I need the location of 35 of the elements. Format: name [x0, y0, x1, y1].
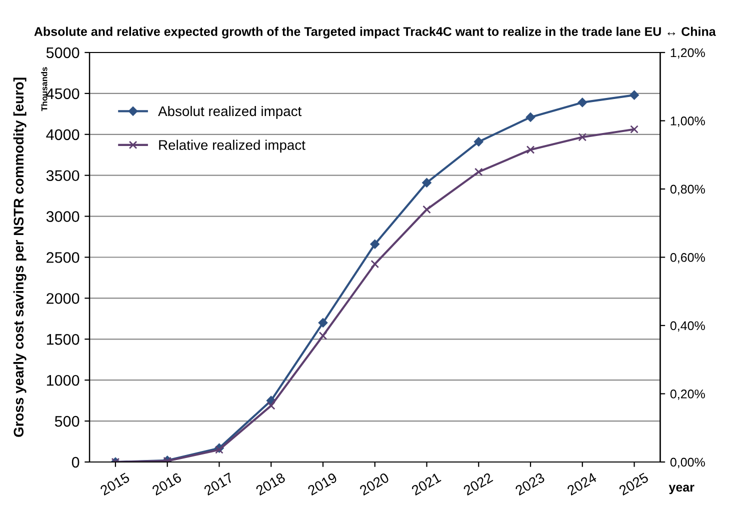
legend-label: Absolut realized impact: [158, 106, 302, 119]
y2-tick-label: 1,00%: [670, 116, 705, 127]
y-tick-label: 3000: [46, 211, 80, 222]
text: Thousands: [41, 67, 48, 112]
x-tick-label: 2021: [410, 472, 442, 496]
y-tick-label: 1500: [46, 334, 80, 345]
x-tick-label: 2017: [203, 472, 234, 496]
y2-tick-label: 1,20%: [670, 48, 705, 59]
x-tick-label: 2015: [100, 472, 130, 496]
y-tick-label: 2500: [46, 252, 80, 263]
legend-label: Relative realized impact: [159, 140, 306, 153]
y-tick-label: 2000: [46, 293, 80, 304]
y-tick-label: 4000: [46, 129, 80, 140]
x-tick-label: 2025: [618, 472, 650, 496]
x-tick-label: 2016: [152, 472, 182, 496]
chart-title: Absolute and relative expected growth of the Targeted impact Track4C want to realize in the trade lane EU ↔ China: [34, 26, 716, 38]
y2-tick-label: 0,40%: [670, 321, 705, 332]
y-tick-label: 0: [72, 456, 80, 468]
x-axis-title: year: [668, 484, 694, 494]
y2-tick-label: 0,60%: [670, 253, 705, 264]
y-tick-label: 5000: [46, 47, 80, 58]
y-tick-label: 4500: [46, 88, 80, 100]
y-tick-label: 3500: [46, 170, 80, 182]
x-tick-label: 2022: [462, 472, 494, 496]
y2-tick-label: 0,00%: [670, 458, 705, 468]
y2-tick-label: 0,80%: [670, 184, 705, 196]
x-tick-label: 2018: [255, 472, 286, 496]
x-tick-label: 2023: [514, 472, 546, 496]
x-tick-label: 2020: [359, 472, 390, 496]
y-axis-title: Gross yearly cost savings per NSTR commodity [euro]: [13, 78, 26, 437]
y-tick-label: 500: [54, 416, 80, 427]
y-tick-label: 1000: [46, 374, 80, 386]
x-tick-label: 2019: [307, 472, 338, 496]
y2-tick-label: 0,20%: [670, 390, 705, 400]
x-tick-label: 2024: [566, 472, 598, 496]
